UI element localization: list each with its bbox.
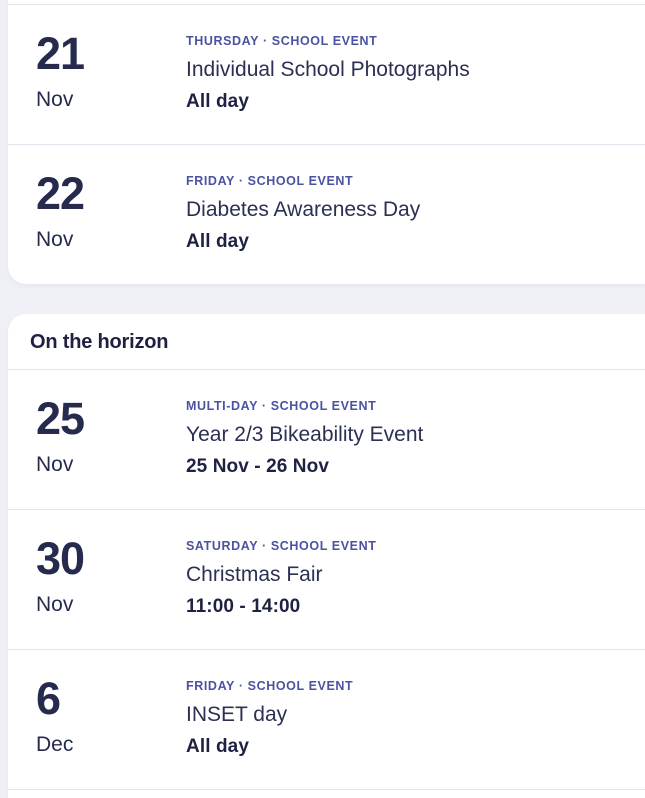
event-month: Dec bbox=[36, 732, 74, 756]
event-meta-label: MULTI-DAY · SCHOOL EVENT bbox=[186, 399, 377, 413]
event-day-number: 30 bbox=[36, 533, 85, 584]
event-title: Diabetes Awareness Day bbox=[186, 198, 421, 221]
event-date: 30 Nov bbox=[36, 533, 186, 616]
event-meta-label: FRIDAY · SCHOOL EVENT bbox=[186, 679, 354, 693]
event-month: Nov bbox=[36, 87, 74, 111]
event-date: 25 Nov bbox=[36, 393, 186, 476]
event-details: FRIDAY · SCHOOL EVENT Diabetes Awareness… bbox=[186, 173, 420, 254]
event-day-number: 6 bbox=[36, 673, 61, 724]
event-date: 22 Nov bbox=[36, 168, 186, 251]
event-meta-label: SATURDAY · SCHOOL EVENT bbox=[186, 539, 377, 553]
event-title: Year 2/3 Bikeability Event bbox=[186, 423, 424, 446]
event-month: Nov bbox=[36, 592, 74, 616]
event-day-number: 21 bbox=[36, 28, 85, 79]
event-time: 11:00 - 14:00 bbox=[186, 596, 301, 617]
event-row-22-nov[interactable]: 22 Nov FRIDAY · SCHOOL EVENT Diabetes Aw… bbox=[8, 144, 645, 284]
event-day-number: 22 bbox=[36, 168, 85, 219]
event-date: 6 Dec bbox=[36, 673, 186, 756]
event-month: Nov bbox=[36, 452, 74, 476]
event-time: All day bbox=[186, 736, 249, 757]
event-row-21-nov[interactable]: 21 Nov THURSDAY · SCHOOL EVENT Individua… bbox=[8, 4, 645, 144]
event-day-number: 25 bbox=[36, 393, 85, 444]
event-row-25-nov[interactable]: 25 Nov MULTI-DAY · SCHOOL EVENT Year 2/3… bbox=[8, 369, 645, 509]
event-group-horizon: On the horizon 25 Nov MULTI-DAY · SCHOOL… bbox=[8, 314, 645, 798]
event-meta-label: THURSDAY · SCHOOL EVENT bbox=[186, 34, 378, 48]
event-meta-label: FRIDAY · SCHOOL EVENT bbox=[186, 174, 354, 188]
event-time: All day bbox=[186, 91, 249, 112]
event-time: All day bbox=[186, 231, 249, 252]
event-month: Nov bbox=[36, 227, 74, 251]
event-title: INSET day bbox=[186, 703, 288, 726]
event-time: 25 Nov - 26 Nov bbox=[186, 456, 329, 477]
event-date: 21 Nov bbox=[36, 28, 186, 111]
event-details: SATURDAY · SCHOOL EVENT Christmas Fair 1… bbox=[186, 538, 376, 619]
event-row-30-nov[interactable]: 30 Nov SATURDAY · SCHOOL EVENT Christmas… bbox=[8, 509, 645, 649]
event-details: FRIDAY · SCHOOL EVENT INSET day All day bbox=[186, 678, 353, 759]
event-title: Individual School Photographs bbox=[186, 58, 470, 81]
event-row-6-dec[interactable]: 6 Dec FRIDAY · SCHOOL EVENT INSET day Al… bbox=[8, 649, 645, 790]
event-title: Christmas Fair bbox=[186, 563, 323, 586]
event-details: MULTI-DAY · SCHOOL EVENT Year 2/3 Bikeab… bbox=[186, 398, 423, 479]
event-details: THURSDAY · SCHOOL EVENT Individual Schoo… bbox=[186, 33, 470, 114]
section-header: On the horizon bbox=[30, 331, 169, 353]
event-group-current: 21 Nov THURSDAY · SCHOOL EVENT Individua… bbox=[8, 0, 645, 284]
